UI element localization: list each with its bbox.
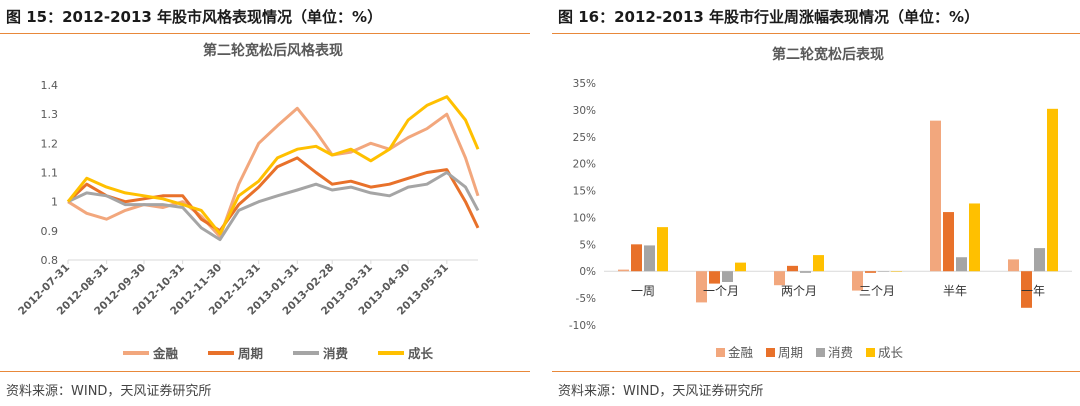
y-tick-label: 10%: [573, 212, 596, 224]
bar-成长: [1047, 108, 1058, 272]
bar-消费: [800, 271, 811, 273]
bar-成长: [969, 203, 980, 272]
category-label: 一年: [1021, 284, 1045, 298]
category-label: 一周: [631, 284, 655, 298]
legend-label: 成长: [878, 345, 904, 360]
bar-周期: [1021, 271, 1032, 308]
industry-bar-chart: 第二轮宽松后表现 35% 30% 25% 20% 15% 10% 5% 0% -5% -10% 一周 一…: [569, 46, 1072, 360]
category-label: 一个月: [703, 284, 739, 298]
y-tick-label: 0.9: [41, 225, 59, 238]
bar-消费: [878, 271, 889, 272]
bar-金融: [930, 120, 941, 272]
y-tick-label: 35%: [573, 78, 596, 90]
top-rule: [552, 33, 1080, 34]
y-tick-label: 1.2: [41, 137, 59, 150]
y-tick-label: 1.1: [41, 167, 59, 180]
legend-label: 金融: [728, 345, 754, 360]
legend-label: 周期: [238, 346, 263, 361]
legend-swatch: [716, 348, 725, 357]
series-line-消费: [67, 171, 480, 242]
y-tick-label: 15%: [573, 186, 596, 198]
series-line-金融: [67, 106, 480, 239]
source-note: 资料来源：WIND，天风证券研究所: [6, 384, 212, 399]
bar-周期: [787, 265, 798, 272]
bar-消费: [1034, 248, 1045, 272]
bar-周期: [709, 271, 720, 284]
figure-15-title: 图 15：2012-2013 年股市风格表现情况（单位：%）: [6, 8, 383, 26]
y-tick-label: -5%: [576, 293, 596, 305]
y-tick-label: 20%: [573, 159, 596, 171]
legend-label: 成长: [408, 346, 434, 361]
legend-label: 消费: [828, 345, 853, 360]
bar-消费: [956, 257, 967, 272]
series-line-成长: [66, 95, 480, 236]
legend-swatch: [766, 348, 775, 357]
figure-16-title: 图 16：2012-2013 年股市行业周涨幅表现情况（单位：%）: [558, 8, 980, 26]
bar-成长: [813, 255, 824, 272]
bar-周期: [631, 244, 642, 272]
bottom-rule: [552, 371, 1080, 372]
y-tick-label: 5%: [579, 239, 596, 251]
right-figure-panel: 图 16：2012-2013 年股市行业周涨幅表现情况（单位：%） 第二轮宽松后…: [552, 0, 1080, 406]
bottom-rule: [0, 371, 530, 372]
y-tick-label: 1.3: [41, 108, 59, 121]
y-tick-label: 1.4: [41, 79, 59, 92]
category-label: 三个月: [859, 284, 895, 298]
bar-金融: [852, 271, 863, 291]
category-label: 两个月: [781, 284, 817, 298]
chart-title: 第二轮宽松后表现: [772, 46, 884, 63]
style-line-chart: 第二轮宽松后风格表现0.80.911.11.21.31.42012-07-312…: [16, 42, 480, 361]
left-figure-panel: 图 15：2012-2013 年股市风格表现情况（单位：%） 第二轮宽松后风格表…: [0, 0, 530, 406]
source-note: 资料来源：WIND，天风证券研究所: [558, 384, 764, 399]
legend-label: 周期: [778, 345, 803, 360]
bar-金融: [1008, 259, 1019, 272]
y-tick-label: 25%: [573, 132, 596, 144]
y-tick-label: 30%: [573, 105, 596, 117]
y-tick-label: 0.8: [41, 254, 59, 267]
legend-label: 金融: [152, 346, 179, 361]
legend-swatch: [816, 348, 825, 357]
bar-周期: [865, 271, 876, 273]
top-rule: [0, 33, 530, 34]
bar-成长: [735, 262, 746, 272]
legend-label: 消费: [323, 346, 349, 361]
bar-消费: [722, 271, 733, 282]
legend-swatch: [866, 348, 875, 357]
bar-成长: [657, 227, 668, 272]
y-tick-label: 1: [51, 196, 58, 209]
y-tick-label: -10%: [569, 320, 596, 332]
bar-金融: [618, 269, 629, 272]
bar-成长: [891, 271, 902, 272]
bar-周期: [943, 212, 954, 272]
category-label: 半年: [943, 284, 967, 298]
chart-title: 第二轮宽松后风格表现: [203, 42, 343, 59]
bar-金融: [774, 271, 785, 286]
y-tick-label: 0%: [579, 266, 596, 278]
bar-金融: [696, 271, 707, 303]
series-line-周期: [66, 156, 480, 233]
bar-消费: [644, 245, 655, 272]
